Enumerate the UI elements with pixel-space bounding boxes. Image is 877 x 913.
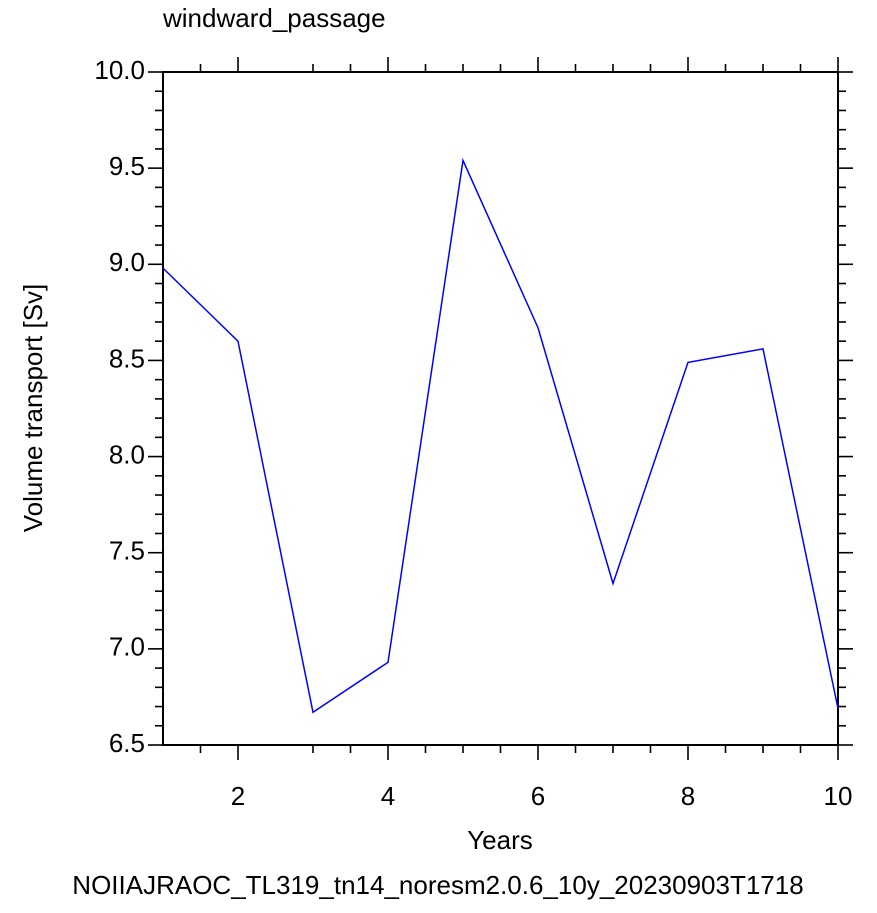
- data-line: [162, 157, 839, 714]
- x-tick-label: 4: [381, 781, 395, 811]
- y-axis-label: Volume transport [Sv]: [18, 284, 48, 533]
- y-tick-label: 8.0: [109, 439, 145, 469]
- footnote: NOIIAJRAOC_TL319_tn14_noresm2.0.6_10y_20…: [72, 870, 803, 900]
- plot-frame: [162, 71, 839, 746]
- y-tick-label: 6.5: [109, 728, 145, 758]
- x-tick-label: 8: [681, 781, 695, 811]
- x-tick-label: 6: [531, 781, 545, 811]
- y-tick-label: 7.0: [109, 632, 145, 662]
- y-tick-label: 9.5: [109, 151, 145, 181]
- x-tick-label: 2: [231, 781, 245, 811]
- chart-title: windward_passage: [162, 3, 386, 33]
- y-tick-label: 9.0: [109, 247, 145, 277]
- y-tick-label: 8.5: [109, 343, 145, 373]
- y-tick-label: 7.5: [109, 536, 145, 566]
- y-tick-label: 10.0: [94, 55, 145, 85]
- x-tick-label: 10: [824, 781, 853, 811]
- x-axis-label: Years: [467, 825, 533, 855]
